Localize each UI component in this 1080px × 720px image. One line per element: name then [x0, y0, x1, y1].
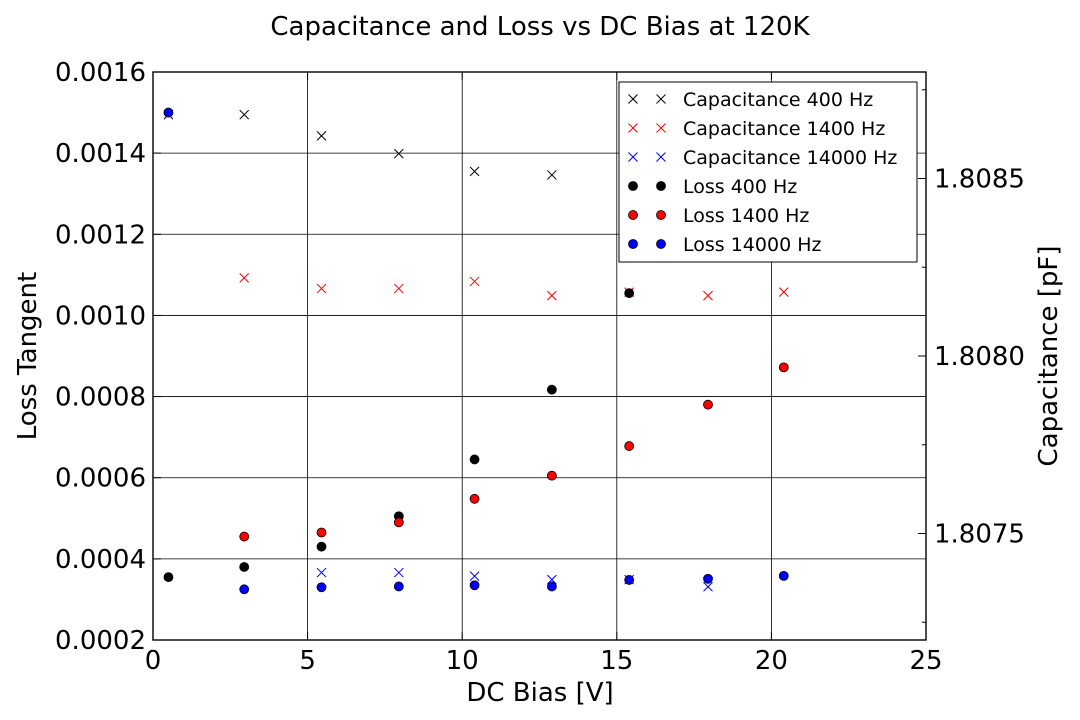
x-axis: 0 5 10 15 20 25	[145, 72, 943, 676]
series-4-dot-point	[624, 441, 635, 451]
series-4	[239, 362, 789, 542]
legend-5-dot-point	[628, 239, 638, 249]
legend-item: Capacitance 14000 Hz	[628, 147, 897, 169]
series-4-dot-point	[546, 470, 557, 481]
legend-4-dot-point	[656, 210, 666, 220]
series-5-dot-point	[703, 573, 713, 584]
legend: Capacitance 400 Hz Capacitance 1400 Hz Cap…	[618, 81, 918, 263]
legend-item: Loss 400 Hz	[628, 176, 797, 198]
series-2-x-point	[469, 571, 480, 581]
legend-label: Loss 1400 Hz	[683, 205, 809, 227]
series-4-dot-point	[703, 399, 713, 410]
legend-2-x-point	[628, 152, 638, 162]
series-5-dot-point	[163, 107, 174, 118]
series-3-dot-point	[316, 541, 327, 552]
series-4-dot-point	[316, 527, 327, 538]
series-1-x-point	[393, 283, 404, 294]
legend-item: Capacitance 400 Hz	[628, 89, 873, 111]
y2-tick-label: 1.8075	[934, 520, 1025, 550]
series-2-x-point	[316, 567, 327, 578]
legend-label: Capacitance 14000 Hz	[683, 147, 897, 169]
legend-item: Loss 1400 Hz	[628, 205, 809, 227]
series-0-x-point	[393, 148, 404, 159]
legend-3-dot-point	[628, 181, 638, 191]
series-5-dot-point	[239, 584, 250, 595]
series-5	[163, 107, 789, 595]
legend-item: Capacitance 1400 Hz	[628, 118, 885, 140]
y-tick-label: 0.0008	[55, 383, 146, 413]
x-tick-label: 0	[145, 646, 162, 676]
legend-item: Loss 14000 Hz	[628, 234, 821, 256]
series-4-dot-point	[778, 362, 789, 373]
y-tick-label: 0.0002	[55, 626, 146, 656]
series-4-dot-point	[239, 531, 250, 542]
series-1-x-point	[778, 287, 789, 297]
legend-box	[618, 81, 918, 263]
series-0-x-point	[239, 109, 250, 120]
y2-axis-label: Capacitance [pF]	[1034, 246, 1064, 467]
series-5-dot-point	[624, 575, 635, 585]
series-2	[316, 567, 713, 592]
y-tick-label: 0.0006	[55, 464, 146, 494]
series-1-x-point	[469, 276, 480, 287]
series-5-dot-point	[316, 582, 327, 593]
y-axis-right: 1.8075 1.8080 1.8085	[918, 89, 1025, 623]
series-1	[239, 273, 789, 301]
legend-0-x-point	[656, 94, 666, 104]
legend-1-x-point	[628, 123, 638, 133]
series-1-x-point	[316, 283, 327, 294]
series-5-dot-point	[393, 581, 404, 592]
series-3-dot-point	[469, 454, 480, 465]
series-4-dot-point	[393, 517, 404, 528]
series-3	[163, 288, 635, 583]
y-tick-label: 0.0012	[55, 220, 146, 250]
x-tick-label: 25	[909, 646, 942, 676]
series-0-x-point	[316, 131, 327, 141]
series-3-dot-point	[239, 562, 250, 572]
legend-label: Capacitance 1400 Hz	[683, 118, 885, 140]
series-2-x-point	[393, 567, 404, 578]
series-1-x-point	[239, 273, 250, 283]
x-axis-label: DC Bias [V]	[466, 678, 613, 708]
legend-label: Loss 14000 Hz	[683, 234, 821, 256]
y-tick-label: 0.0004	[55, 545, 146, 575]
legend-3-dot-point	[656, 181, 666, 191]
legend-1-x-point	[656, 123, 666, 133]
x-tick-label: 20	[755, 646, 788, 676]
series-1-x-point	[547, 290, 557, 301]
x-tick-label: 15	[600, 646, 633, 676]
series-3-dot-point	[624, 288, 635, 299]
legend-0-x-point	[628, 94, 638, 104]
series-5-dot-point	[469, 580, 480, 591]
series-4-dot-point	[469, 493, 480, 504]
series-5-dot-point	[778, 570, 789, 581]
legend-4-dot-point	[628, 210, 638, 220]
y2-tick-label: 1.8080	[934, 342, 1025, 372]
y2-tick-label: 1.8085	[934, 165, 1025, 195]
y-axis-label: Loss Tangent	[13, 272, 43, 440]
y-tick-label: 0.0016	[55, 58, 146, 88]
x-tick-label: 10	[446, 646, 479, 676]
data-marks	[163, 107, 789, 595]
series-0-x-point	[547, 170, 557, 180]
legend-label: Capacitance 400 Hz	[683, 89, 873, 111]
y-tick-label: 0.0010	[55, 301, 146, 331]
series-5-dot-point	[546, 581, 557, 592]
legend-5-dot-point	[656, 239, 666, 249]
series-0-x-point	[469, 166, 480, 177]
y-tick-label: 0.0014	[55, 139, 146, 169]
series-2-x-point	[703, 581, 713, 592]
series-3-dot-point	[163, 572, 174, 583]
series-3-dot-point	[546, 384, 557, 395]
chart-title: Capacitance and Loss vs DC Bias at 120K	[270, 12, 810, 42]
series-0	[163, 109, 557, 180]
legend-2-x-point	[656, 152, 666, 162]
series-1-x-point	[703, 290, 713, 301]
y-axis-left: 0.0002 0.0004 0.0006 0.0008 0.0010 0.0012 0.00…	[55, 58, 161, 656]
legend-label: Loss 400 Hz	[683, 176, 797, 198]
x-tick-label: 5	[299, 646, 316, 676]
